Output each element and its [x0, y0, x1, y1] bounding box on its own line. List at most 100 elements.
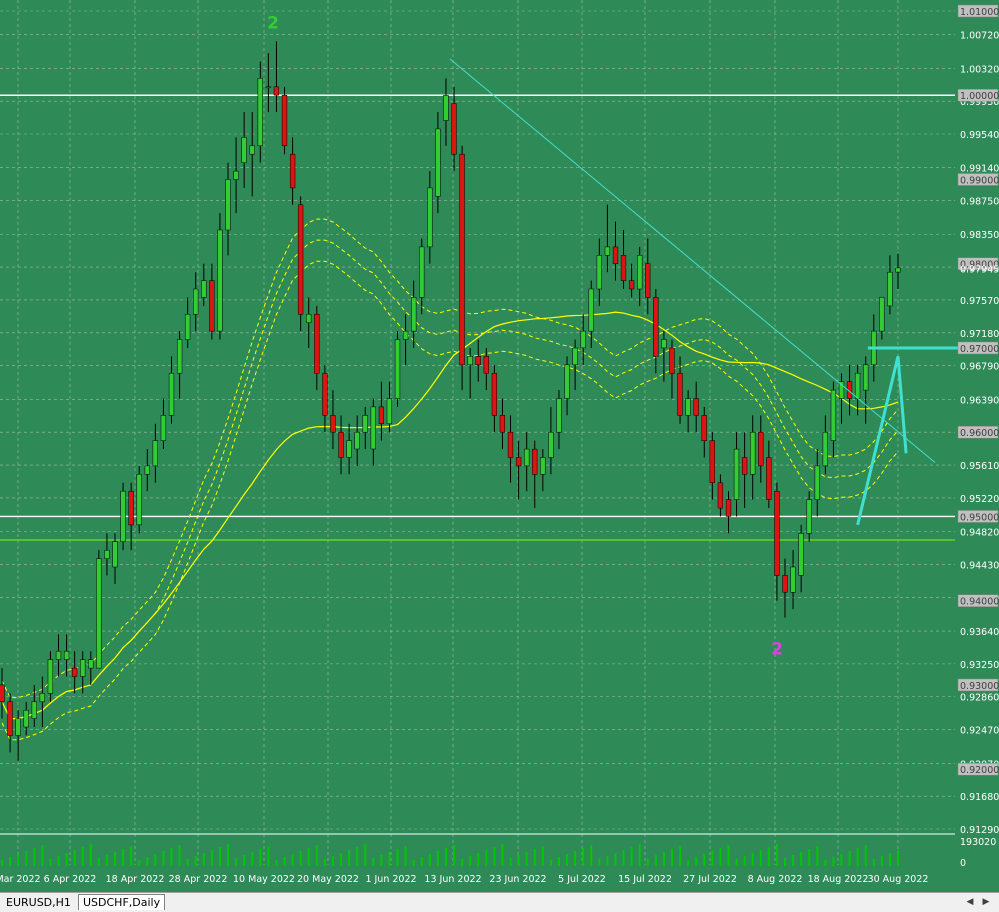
bull-candle: [47, 659, 54, 694]
bear-candle: [774, 490, 780, 576]
y-tick-label: 0.99000: [960, 175, 999, 186]
bull-candle: [637, 255, 643, 290]
bear-candle: [846, 381, 853, 399]
bull-candle: [838, 381, 845, 399]
y-tick-label: 0.93640: [960, 627, 999, 638]
price-level-box: [957, 762, 999, 776]
price-level-box: [957, 510, 999, 523]
bear-candle: [532, 448, 538, 475]
y-tick-label: 0.92470: [960, 726, 999, 737]
y-tick-label: 0.99540: [960, 130, 999, 141]
bull-candle: [419, 246, 425, 298]
zigzag-line: [856, 356, 908, 526]
bull-candle: [596, 255, 602, 290]
bull-candle: [104, 549, 110, 559]
bull-candle: [257, 78, 263, 147]
chart-canvas[interactable]: 1.01000 1.00720 1.00320 0.99930 0.99540 0.991…: [0, 0, 999, 892]
bear-candle: [717, 482, 724, 509]
bull-candle: [176, 339, 183, 374]
bull-candle: [55, 650, 62, 660]
bull-candle: [233, 170, 239, 180]
bull-candle: [184, 314, 191, 340]
y-tick-label: 0.91680: [960, 792, 999, 803]
bear-candle: [314, 314, 320, 374]
bear-candle: [322, 372, 328, 416]
bull-candle: [354, 431, 360, 450]
bear-candle: [209, 280, 215, 332]
bull-candle: [814, 465, 820, 500]
x-tick-label: 20 May 2022: [297, 874, 359, 885]
bull-candle: [386, 398, 393, 425]
x-tick-label: 1 Jun 2022: [365, 874, 416, 885]
bear-candle: [677, 372, 683, 416]
bull-candle: [685, 398, 691, 416]
bear-candle: [7, 701, 13, 736]
bear-candle: [71, 667, 78, 677]
y-tick-label: 0.95000: [960, 512, 999, 523]
bear-candle: [701, 415, 707, 441]
x-tick-label: 18 Aug 2022: [808, 874, 869, 885]
bull-candle: [370, 406, 376, 450]
price-level-box: [957, 4, 999, 18]
bear-candle: [330, 415, 336, 433]
bear-candle: [273, 86, 280, 96]
y-tick-label: 0.99140: [960, 164, 999, 175]
price-level-box: [957, 594, 999, 607]
bear-candle: [128, 490, 134, 526]
bull-candle: [733, 448, 740, 500]
y-tick-label: 0.92860: [960, 693, 999, 704]
y-tick-label: 0.98350: [960, 230, 999, 241]
y-tick-label: 0.95610: [960, 461, 999, 472]
bull-candle: [225, 179, 231, 231]
bear-candle: [475, 356, 481, 366]
y-tick-label: 0.94430: [960, 560, 999, 571]
bear-candle: [297, 204, 304, 315]
bear-candle: [612, 246, 619, 264]
x-tick-label: 28 Apr 2022: [169, 874, 228, 885]
bull-candle: [435, 128, 441, 197]
y-tick-label: 1.00320: [960, 64, 999, 75]
x-tick-label: 18 Apr 2022: [106, 874, 165, 885]
bull-candle: [548, 431, 554, 458]
y-tick-label: 0.94000: [960, 597, 999, 608]
bull-candle: [863, 364, 869, 391]
bull-candle: [15, 718, 21, 736]
bull-candle: [411, 297, 417, 332]
bull-candle: [136, 474, 142, 526]
bull-candle: [564, 364, 570, 399]
x-tick-label: 30 Aug 2022: [868, 874, 929, 885]
y-tick-label: 0.93250: [960, 660, 999, 671]
bear-candle: [483, 356, 489, 374]
scroll-left-icon[interactable]: ◀: [966, 897, 974, 907]
x-tick-label: 5 Jul 2022: [558, 874, 606, 885]
bull-candle: [806, 499, 812, 534]
y-tick-label: 0.96000: [960, 428, 999, 439]
bear-candle: [281, 94, 288, 146]
x-tick-label: 10 May 2022: [233, 874, 295, 885]
bear-candle: [766, 457, 772, 500]
y-tick-label: 0.97000: [960, 344, 999, 355]
price-level-box: [957, 88, 999, 102]
y-tick-label: 0.98000: [960, 260, 999, 271]
bull-candle: [822, 431, 828, 467]
bull-candle: [524, 448, 530, 467]
x-tick-label: 8 Aug 2022: [748, 874, 803, 885]
bear-candle: [758, 431, 764, 467]
x-tick-label: 15 Jul 2022: [618, 874, 672, 885]
wave-label: 2: [267, 14, 279, 34]
y-tick-label: 0.94820: [960, 528, 999, 539]
bull-candle: [63, 650, 70, 660]
scroll-right-icon[interactable]: ▶: [982, 897, 990, 907]
bull-candle: [661, 339, 667, 349]
tab-usdchf-daily[interactable]: USDCHF,Daily: [78, 894, 166, 910]
y-tick-label: 1.01000: [960, 7, 999, 18]
symbol-tab-bar: EURUSD,H1 USDCHF,Daily ◀ ▶: [0, 892, 999, 912]
tab-eurusd-h1[interactable]: EURUSD,H1: [6, 896, 71, 909]
bull-candle: [540, 457, 546, 475]
y-tick-label: 1.00000: [960, 91, 999, 102]
moving-average-line: [1, 260, 899, 741]
bull-candle: [427, 187, 433, 248]
bear-candle: [693, 398, 699, 416]
bear-candle: [669, 347, 675, 374]
